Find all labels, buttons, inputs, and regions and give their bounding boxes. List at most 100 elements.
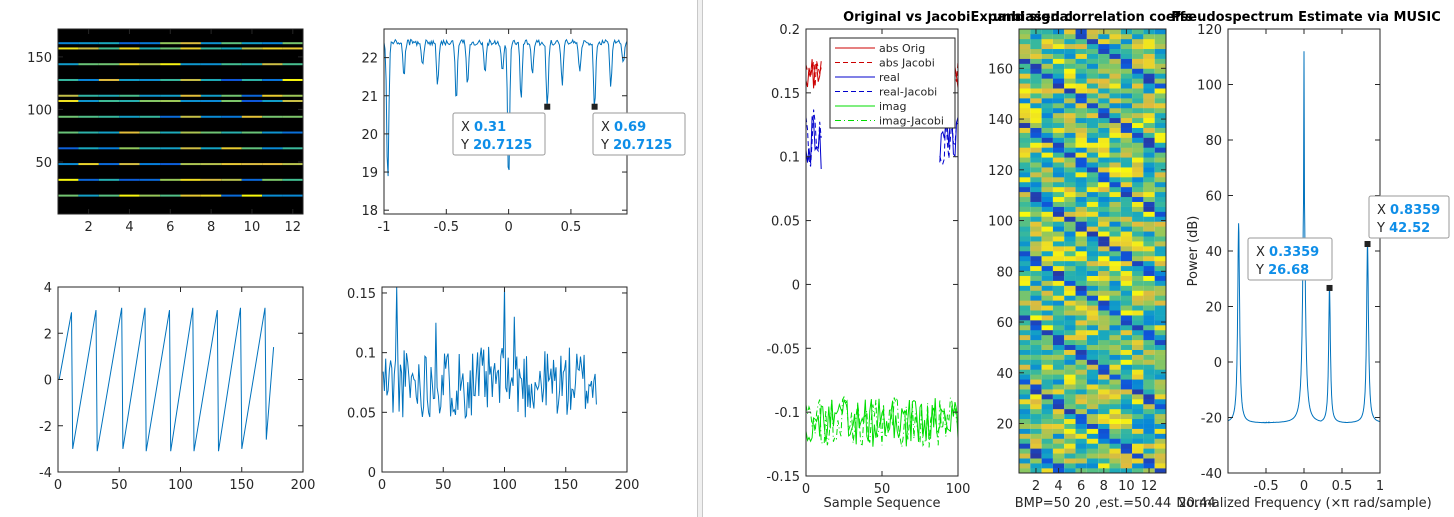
heat2-cell xyxy=(1086,443,1099,449)
heat2-cell xyxy=(1154,186,1166,193)
heat2-cell xyxy=(1109,251,1121,257)
heat2-cell xyxy=(1109,359,1121,365)
heat2-cell xyxy=(1041,255,1053,262)
heat1-cell xyxy=(160,115,181,118)
heat2-cell xyxy=(1064,103,1076,109)
heat2-cell xyxy=(1143,157,1155,163)
heat2-cell xyxy=(1098,38,1110,45)
heat2-xtick-label: 2 xyxy=(1032,479,1040,494)
heat2-cell xyxy=(1154,290,1166,296)
heat2-cell xyxy=(1030,103,1042,109)
heat2-cell xyxy=(1143,186,1155,193)
heat2-cell xyxy=(1098,88,1110,94)
heat2-cell xyxy=(1086,379,1099,385)
heat2-cell xyxy=(1098,132,1110,138)
heat1-cell xyxy=(241,78,263,81)
compare-ytick-label: -0.15 xyxy=(766,470,800,485)
heat2-cell xyxy=(1052,275,1065,281)
heat2-cell xyxy=(1109,468,1121,474)
line1-datatip-2-x-row: X 0.69 xyxy=(601,120,646,135)
heat2-cell xyxy=(1030,418,1042,424)
heat2-cell xyxy=(1086,147,1099,153)
heat2-cell xyxy=(1143,399,1155,405)
heat2-cell xyxy=(1064,152,1076,158)
heat2-cell xyxy=(1019,290,1031,296)
heat2-cell xyxy=(1064,132,1076,138)
heat2-cell xyxy=(1052,344,1065,350)
heat2-cell xyxy=(1086,191,1099,198)
heat2-cell xyxy=(1041,359,1053,365)
line1-datatip-1-x-key: X xyxy=(461,120,474,135)
heat2-cell xyxy=(1143,73,1155,79)
heat2-cell xyxy=(1064,270,1076,276)
heat2-cell xyxy=(1019,468,1031,474)
heat2-cell xyxy=(1132,241,1144,247)
heat2-cell xyxy=(1030,364,1042,370)
heat2-cell xyxy=(1086,177,1099,183)
heat2-xtick-label: 8 xyxy=(1100,479,1108,494)
heat1-cell xyxy=(221,47,242,50)
heat2-cell xyxy=(1098,275,1110,281)
heat2-cell xyxy=(1075,162,1087,168)
heat2-cell xyxy=(1030,132,1042,138)
saw-ytick-label: 0 xyxy=(44,374,52,389)
heat2-cell xyxy=(1109,53,1121,59)
heat2-cell xyxy=(1075,132,1087,138)
heat1-cell xyxy=(119,100,140,103)
compare-ytick-label: -0.05 xyxy=(766,342,800,357)
heat2-cell xyxy=(1019,29,1031,35)
heat2-cell xyxy=(1120,349,1133,355)
heat2-cell xyxy=(1075,147,1087,153)
line1-datatip-2-x-key: X xyxy=(601,120,614,135)
heat2-cell xyxy=(1052,246,1065,252)
heat2-cell xyxy=(1075,423,1087,429)
heat2-cell xyxy=(1075,354,1087,360)
heat1-cell xyxy=(160,47,181,50)
heat1-cell xyxy=(139,194,161,197)
heat2-cell xyxy=(1109,186,1121,193)
heat2-cell xyxy=(1086,251,1099,257)
heat2-cell xyxy=(1143,33,1155,40)
heat2-cell xyxy=(1098,142,1110,148)
heat2-cell xyxy=(1154,453,1166,459)
heat2-cell xyxy=(1019,122,1031,128)
heat2-cell xyxy=(1052,196,1065,202)
heat2-cell xyxy=(1109,98,1121,104)
heat2-cell xyxy=(1019,275,1031,281)
heat2-cell xyxy=(1132,107,1144,114)
heat2-cell xyxy=(1075,265,1087,272)
heat1-cell xyxy=(98,178,120,181)
heat2-cell xyxy=(1143,418,1155,424)
saw-ytick-label: -4 xyxy=(39,466,52,481)
heat2-cell xyxy=(1109,73,1121,79)
heat2-cell xyxy=(1030,142,1042,148)
heat1-cell xyxy=(262,194,283,197)
heat2-cell xyxy=(1109,78,1121,84)
heat1-cell xyxy=(200,100,222,103)
heat2-cell xyxy=(1109,285,1121,291)
heat1-cell xyxy=(180,78,201,81)
heat2-cell xyxy=(1109,315,1121,321)
heat2-cell xyxy=(1143,300,1155,306)
heat2-cell xyxy=(1154,320,1166,326)
heat2-cell xyxy=(1143,162,1155,168)
heat2-cell xyxy=(1143,117,1155,124)
heat2-cell xyxy=(1143,38,1155,45)
heat2-cell xyxy=(1052,117,1065,124)
window-divider[interactable] xyxy=(697,0,703,517)
heat1-cell xyxy=(180,178,201,181)
heat2-cell xyxy=(1052,127,1065,133)
heat2-cell xyxy=(1154,305,1166,311)
heat2-cell xyxy=(1019,103,1031,109)
heat2-xlabel: BMP=50 20 ,est.=50.44 xyxy=(1015,496,1171,511)
heat1-cell xyxy=(241,115,263,118)
heat2-cell xyxy=(1098,98,1110,104)
heat2-cell xyxy=(1075,191,1087,198)
heat2-cell xyxy=(1120,428,1133,434)
heat2-cell xyxy=(1075,275,1087,281)
heat2-cell xyxy=(1120,438,1133,444)
heat2-cell xyxy=(1041,221,1053,227)
music-datatip-2-x-value: 0.8359 xyxy=(1390,203,1440,218)
music-ytick-label: 0 xyxy=(1214,356,1222,371)
heat2-cell xyxy=(1132,142,1144,148)
